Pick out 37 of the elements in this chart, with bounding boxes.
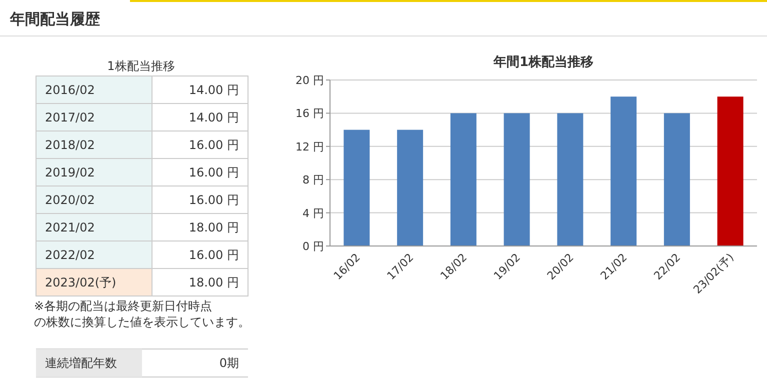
bar [504,113,530,246]
bar [557,113,584,246]
text: 14.00 円 [188,82,239,97]
text: 16.00 円 [188,165,239,180]
y-tick-label: 16 円 [296,107,324,120]
text: 2021/02 [45,220,95,234]
bar [717,96,744,246]
text: 16.00 円 [188,138,239,152]
y-tick-label: 20 円 [296,74,324,87]
bar [344,130,370,246]
text: の株数に換算した値を表示しています。 [34,315,250,329]
y-tick-label: 8 円 [302,174,324,187]
text: 18.00 円 [188,220,239,234]
y-tick-label: 12 円 [296,140,324,154]
text: 16.00 円 [188,248,239,262]
text: 2020/02 [45,192,95,207]
bar [450,113,476,246]
text: 2016/02 [45,82,95,97]
text: 14.00 円 [188,110,239,124]
bar [664,113,690,246]
text: ※各期の配当は最終更新日付時点 [34,299,212,313]
bar [610,96,637,246]
bar [397,130,424,246]
text: 16.00 円 [188,192,239,207]
text: 2023/02(予) [45,275,116,290]
text: 2022/02 [45,248,95,262]
text: 0期 [219,356,239,370]
text: 18.00 円 [188,275,239,290]
text: 2018/02 [45,138,95,152]
chart-title: 年間1株配当推移 [492,55,594,70]
text: 2019/02 [45,165,95,180]
text: 年間配当履歴 [9,10,101,28]
y-tick-label: 4 円 [302,206,324,220]
y-tick-label: 0 円 [302,240,324,253]
text: 2017/02 [45,110,95,124]
text: 連続増配年数 [45,356,117,370]
text: 1株配当推移 [107,59,175,73]
